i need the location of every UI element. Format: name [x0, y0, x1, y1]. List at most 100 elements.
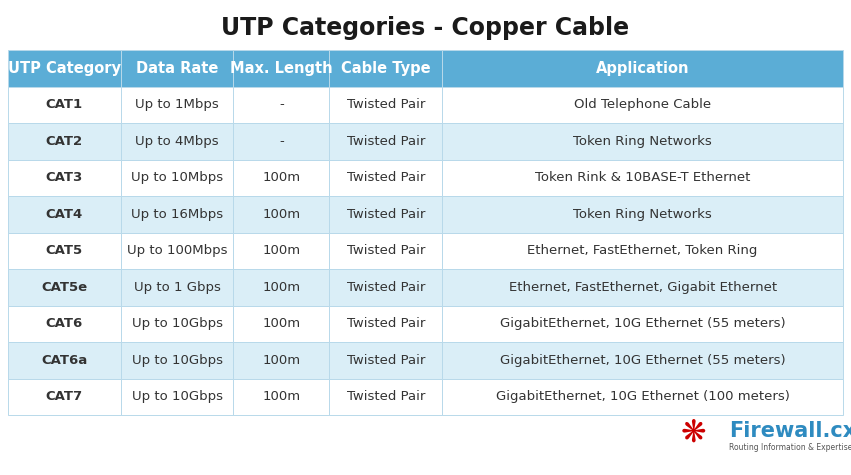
Text: 100m: 100m: [262, 390, 300, 403]
Text: Up to 10Gbps: Up to 10Gbps: [132, 317, 223, 330]
Bar: [443, 86, 843, 123]
Bar: [8, 123, 121, 160]
Text: CAT5e: CAT5e: [42, 281, 88, 294]
Bar: [443, 342, 843, 379]
Bar: [329, 50, 443, 86]
Text: Twisted Pair: Twisted Pair: [346, 208, 425, 221]
Text: Old Telephone Cable: Old Telephone Cable: [574, 98, 711, 111]
Text: Data Rate: Data Rate: [136, 61, 218, 76]
Text: CAT4: CAT4: [46, 208, 83, 221]
Bar: [443, 232, 843, 269]
Text: UTP Category: UTP Category: [8, 61, 121, 76]
Bar: [443, 305, 843, 342]
Bar: [329, 342, 443, 379]
Bar: [121, 232, 233, 269]
Bar: [8, 269, 121, 305]
Bar: [233, 123, 329, 160]
Bar: [121, 342, 233, 379]
Bar: [8, 160, 121, 196]
Text: Token Ring Networks: Token Ring Networks: [574, 135, 712, 148]
Bar: [121, 196, 233, 232]
Bar: [329, 86, 443, 123]
Bar: [8, 86, 121, 123]
Bar: [329, 232, 443, 269]
Bar: [233, 269, 329, 305]
Text: 100m: 100m: [262, 208, 300, 221]
Text: Token Ring Networks: Token Ring Networks: [574, 208, 712, 221]
Text: 100m: 100m: [262, 317, 300, 330]
Bar: [8, 342, 121, 379]
Bar: [121, 305, 233, 342]
Bar: [329, 305, 443, 342]
Bar: [121, 86, 233, 123]
Bar: [443, 160, 843, 196]
Text: CAT1: CAT1: [46, 98, 83, 111]
Bar: [233, 305, 329, 342]
Text: Up to 1 Gbps: Up to 1 Gbps: [134, 281, 220, 294]
Text: 100m: 100m: [262, 171, 300, 184]
Text: Up to 100Mbps: Up to 100Mbps: [127, 244, 227, 257]
Text: Twisted Pair: Twisted Pair: [346, 244, 425, 257]
Text: 100m: 100m: [262, 354, 300, 367]
Bar: [8, 50, 121, 86]
Text: Token Rink & 10BASE-T Ethernet: Token Rink & 10BASE-T Ethernet: [535, 171, 751, 184]
Bar: [8, 196, 121, 232]
Text: CAT6: CAT6: [46, 317, 83, 330]
Text: UTP Categories - Copper Cable: UTP Categories - Copper Cable: [221, 16, 630, 40]
Text: CAT6a: CAT6a: [41, 354, 88, 367]
Text: CAT7: CAT7: [46, 390, 83, 403]
Text: Twisted Pair: Twisted Pair: [346, 281, 425, 294]
Bar: [443, 50, 843, 86]
Bar: [329, 196, 443, 232]
Bar: [233, 196, 329, 232]
Text: CAT5: CAT5: [46, 244, 83, 257]
Bar: [8, 379, 121, 415]
Text: Routing Information & Expertise To Network Professionals: Routing Information & Expertise To Netwo…: [729, 443, 851, 452]
Text: Twisted Pair: Twisted Pair: [346, 171, 425, 184]
Text: Twisted Pair: Twisted Pair: [346, 354, 425, 367]
Text: 100m: 100m: [262, 244, 300, 257]
Text: CAT3: CAT3: [46, 171, 83, 184]
Text: Up to 10Mbps: Up to 10Mbps: [131, 171, 223, 184]
Text: Twisted Pair: Twisted Pair: [346, 135, 425, 148]
Text: Cable Type: Cable Type: [341, 61, 431, 76]
Bar: [8, 232, 121, 269]
Bar: [443, 123, 843, 160]
Text: Twisted Pair: Twisted Pair: [346, 317, 425, 330]
Bar: [443, 379, 843, 415]
Text: -: -: [279, 135, 284, 148]
Bar: [233, 160, 329, 196]
Text: Ethernet, FastEthernet, Gigabit Ethernet: Ethernet, FastEthernet, Gigabit Ethernet: [509, 281, 777, 294]
Text: GigabitEthernet, 10G Ethernet (55 meters): GigabitEthernet, 10G Ethernet (55 meters…: [500, 317, 785, 330]
Text: GigabitEthernet, 10G Ethernet (55 meters): GigabitEthernet, 10G Ethernet (55 meters…: [500, 354, 785, 367]
Bar: [329, 379, 443, 415]
Bar: [121, 123, 233, 160]
Bar: [329, 123, 443, 160]
Bar: [233, 86, 329, 123]
Text: Up to 10Gbps: Up to 10Gbps: [132, 354, 223, 367]
Text: Twisted Pair: Twisted Pair: [346, 390, 425, 403]
Bar: [233, 342, 329, 379]
Text: Up to 1Mbps: Up to 1Mbps: [135, 98, 219, 111]
Text: GigabitEthernet, 10G Ethernet (100 meters): GigabitEthernet, 10G Ethernet (100 meter…: [495, 390, 790, 403]
Bar: [121, 50, 233, 86]
Bar: [329, 269, 443, 305]
Text: -: -: [279, 98, 284, 111]
Bar: [443, 196, 843, 232]
Bar: [233, 232, 329, 269]
Text: Ethernet, FastEthernet, Token Ring: Ethernet, FastEthernet, Token Ring: [528, 244, 757, 257]
Text: Up to 16Mbps: Up to 16Mbps: [131, 208, 223, 221]
Bar: [8, 305, 121, 342]
Text: Firewall.cx: Firewall.cx: [729, 421, 851, 441]
Text: Max. Length: Max. Length: [230, 61, 333, 76]
Bar: [233, 379, 329, 415]
Bar: [121, 379, 233, 415]
Bar: [443, 269, 843, 305]
Bar: [233, 50, 329, 86]
Text: 100m: 100m: [262, 281, 300, 294]
Bar: [121, 160, 233, 196]
Text: Application: Application: [596, 61, 689, 76]
Bar: [121, 269, 233, 305]
Text: Twisted Pair: Twisted Pair: [346, 98, 425, 111]
Text: ❋: ❋: [682, 418, 706, 447]
